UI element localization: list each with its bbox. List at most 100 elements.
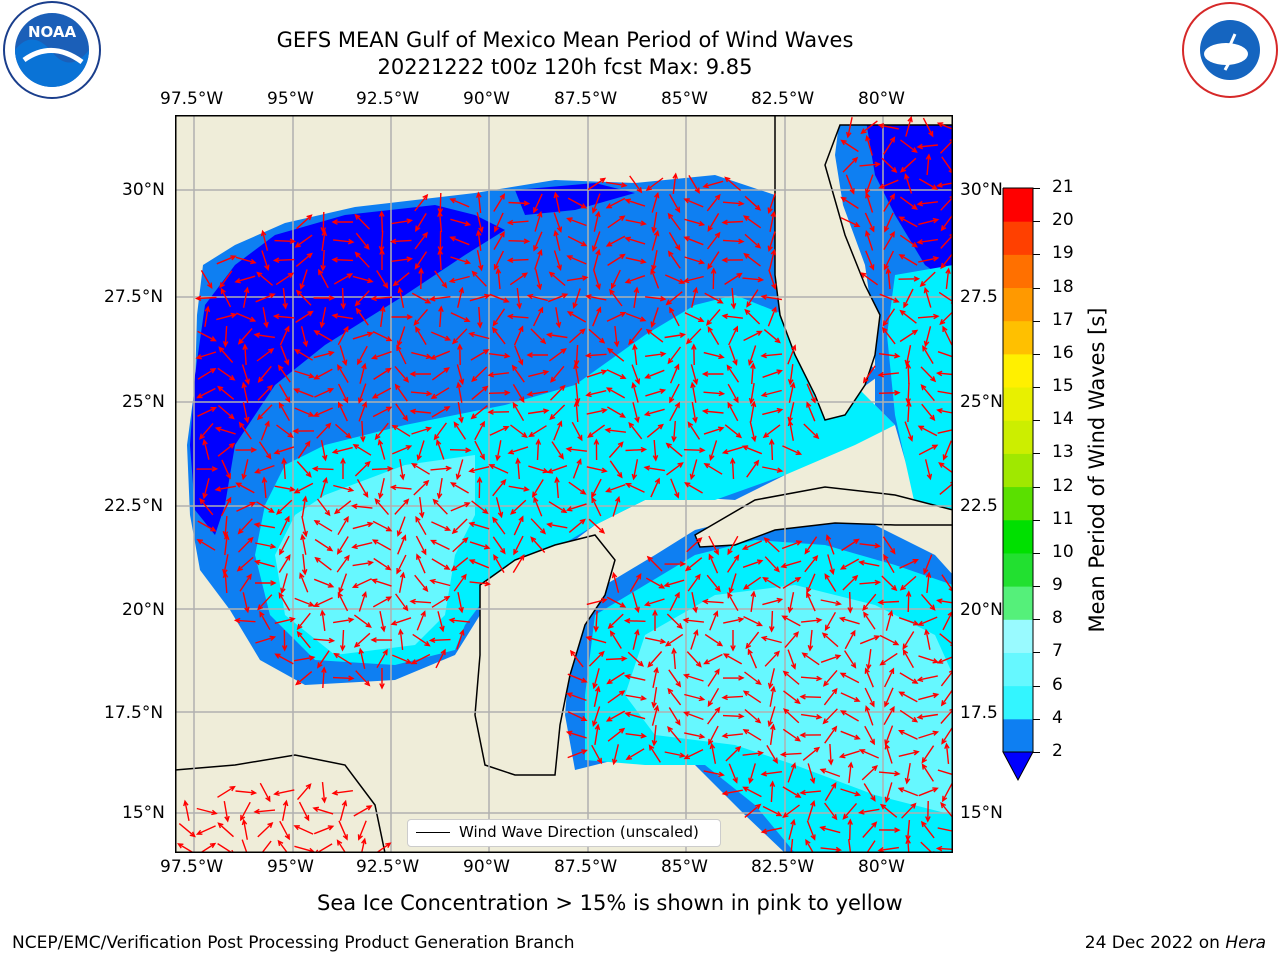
atlantic-water-deep	[865, 115, 953, 285]
wind-wave-arrow	[823, 687, 838, 706]
wind-wave-arrow	[899, 559, 919, 569]
wind-wave-arrow	[822, 708, 838, 725]
wind-wave-arrow	[399, 458, 406, 481]
wind-wave-arrow	[825, 534, 835, 555]
lon-label-top: 92.5°W	[356, 89, 420, 109]
wind-wave-arrow	[623, 618, 646, 624]
legend-line-swatch	[416, 832, 450, 833]
wind-wave-arrow	[727, 401, 739, 422]
wind-wave-arrow	[768, 438, 775, 461]
wind-wave-arrow	[468, 466, 490, 474]
wind-wave-arrow	[669, 401, 680, 422]
wind-wave-arrow	[838, 616, 860, 625]
wind-wave-arrow	[236, 312, 257, 322]
wind-wave-arrow	[241, 364, 250, 386]
wind-wave-arrow	[672, 172, 678, 194]
wind-wave-arrow	[546, 465, 568, 474]
sea-ice-note: Sea Ice Concentration > 15% is shown in …	[317, 891, 903, 915]
wind-wave-arrow	[409, 408, 431, 415]
wind-wave-arrow	[838, 750, 860, 759]
colorbar-band	[1003, 685, 1033, 720]
colorbar-band	[1003, 718, 1033, 753]
wind-wave-arrow	[394, 498, 410, 515]
wind-wave-arrow	[352, 331, 374, 340]
wind-wave-arrow	[178, 823, 196, 838]
wind-wave-arrow	[437, 611, 445, 633]
wind-wave-arrow	[819, 768, 841, 778]
wind-wave-arrow	[451, 518, 468, 535]
wind-wave-arrow	[516, 288, 522, 310]
wind-wave-arrow	[235, 256, 257, 265]
wind-wave-arrow	[727, 383, 739, 404]
wind-wave-arrow	[824, 802, 838, 821]
wind-wave-arrow	[453, 421, 467, 440]
wind-wave-arrow	[865, 229, 874, 251]
wind-wave-arrow	[708, 535, 719, 556]
wind-wave-arrow	[783, 690, 801, 705]
wind-wave-arrow	[476, 191, 482, 213]
wind-wave-arrow	[506, 313, 529, 320]
wind-wave-arrow	[450, 502, 471, 512]
wind-wave-arrow	[240, 801, 251, 822]
wind-wave-arrow	[391, 314, 414, 320]
wind-wave-arrow	[376, 648, 388, 669]
wind-wave-arrow	[651, 686, 658, 709]
wind-wave-arrow	[605, 235, 626, 247]
wind-wave-arrow	[566, 255, 587, 265]
colorbar-band	[1003, 221, 1033, 255]
wind-wave-arrow	[389, 484, 412, 491]
wind-wave-arrow	[742, 215, 762, 229]
wind-wave-arrow	[274, 238, 297, 245]
wind-wave-arrow	[432, 498, 448, 515]
wind-wave-arrow	[278, 401, 291, 422]
wind-wave-arrow	[351, 503, 373, 510]
wind-wave-arrow	[883, 136, 896, 155]
florida-peninsula	[774, 115, 953, 421]
wind-wave-arrow	[217, 404, 235, 420]
wind-wave-arrow	[721, 257, 744, 263]
wind-wave-arrow	[686, 537, 703, 553]
wind-wave-arrow	[650, 477, 660, 498]
lon-label-top: 87.5°W	[554, 89, 618, 109]
wind-wave-arrow	[448, 275, 470, 284]
wind-wave-arrow	[784, 631, 800, 649]
wind-wave-arrow	[469, 541, 491, 550]
wind-wave-arrow	[631, 459, 639, 481]
wind-wave-arrow	[222, 515, 229, 538]
wind-wave-arrow	[337, 515, 349, 536]
colorbar-tick-label: 14	[1052, 409, 1074, 430]
wind-wave-arrow	[708, 553, 719, 574]
lon-label-top: 82.5°W	[751, 89, 815, 109]
wind-wave-arrow	[528, 425, 547, 438]
wind-wave-arrow	[824, 573, 837, 592]
wind-wave-arrow	[879, 634, 900, 646]
wind-wave-arrow	[624, 711, 646, 720]
wind-wave-arrow	[607, 253, 626, 266]
wind-wave-arrow	[592, 706, 601, 728]
wind-wave-arrow	[253, 808, 276, 815]
wind-wave-arrow	[295, 671, 313, 686]
lat-label-left: 30°N	[122, 180, 165, 200]
wind-wave-arrow	[222, 554, 229, 576]
wind-wave-arrow	[314, 556, 332, 571]
wind-wave-arrow	[768, 610, 775, 633]
atlantic-water-cyan	[887, 265, 953, 515]
wind-wave-arrow	[687, 573, 701, 592]
colorbar-tick-mark	[1033, 188, 1040, 189]
colorbar-tick-mark	[1033, 387, 1040, 389]
wind-wave-arrow	[899, 709, 919, 723]
central-america	[175, 754, 386, 853]
wind-wave-arrow	[917, 313, 940, 320]
wind-wave-arrow	[197, 367, 217, 380]
wind-wave-arrow	[549, 404, 566, 421]
wind-wave-arrow	[568, 518, 586, 533]
wind-wave-arrow	[744, 803, 762, 818]
wind-wave-arrow	[495, 497, 504, 519]
wind-wave-arrow	[625, 446, 648, 453]
wind-wave-arrow	[669, 383, 680, 404]
wind-wave-arrow	[840, 196, 859, 209]
wind-wave-arrow	[235, 789, 258, 796]
wind-wave-arrow	[358, 647, 366, 669]
wind-wave-arrow	[625, 483, 645, 493]
colorbar-tick-label: 15	[1052, 376, 1074, 397]
